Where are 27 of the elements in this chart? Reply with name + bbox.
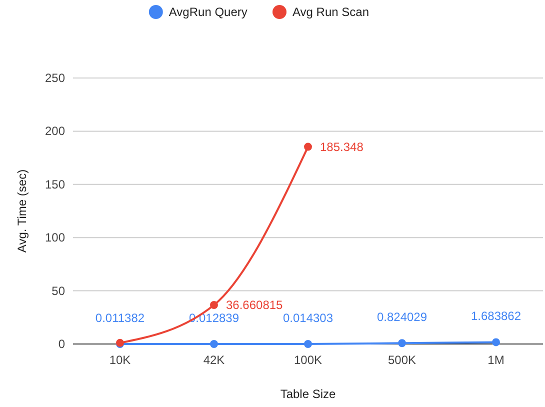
data-label: 185.348 xyxy=(320,140,364,154)
point xyxy=(398,339,406,348)
data-label: 0.824029 xyxy=(376,310,428,324)
point xyxy=(210,300,218,309)
y-tick-label: 100 xyxy=(44,230,66,245)
x-tick-label: 100K xyxy=(294,353,322,367)
x-tick-label: 1M xyxy=(488,353,504,367)
data-label: 36.660815 xyxy=(226,298,284,312)
x-tick-label: 500K xyxy=(388,353,416,367)
data-label: 0.014303 xyxy=(282,310,334,325)
y-axis-title: Avg. Time (sec) xyxy=(15,169,29,253)
y-tick-label: 200 xyxy=(44,124,66,138)
y-tick-label: 50 xyxy=(52,284,66,298)
y-tick-label: 150 xyxy=(44,177,66,192)
x-tick-label: 10K xyxy=(109,353,131,367)
y-tick-label: 0 xyxy=(58,337,66,351)
x-tick-label: 42K xyxy=(203,353,225,367)
point xyxy=(304,340,312,348)
y-tick-label: 250 xyxy=(44,71,66,85)
legend-label: Avg Run Scan xyxy=(292,5,369,19)
x-axis-title: Table Size xyxy=(280,387,336,401)
point xyxy=(492,338,500,346)
point xyxy=(210,340,218,348)
point xyxy=(304,142,312,151)
data-label: 0.011382 xyxy=(95,310,145,325)
legend-label: AvgRun Query xyxy=(168,5,248,19)
data-label: 1.683862 xyxy=(470,309,522,324)
